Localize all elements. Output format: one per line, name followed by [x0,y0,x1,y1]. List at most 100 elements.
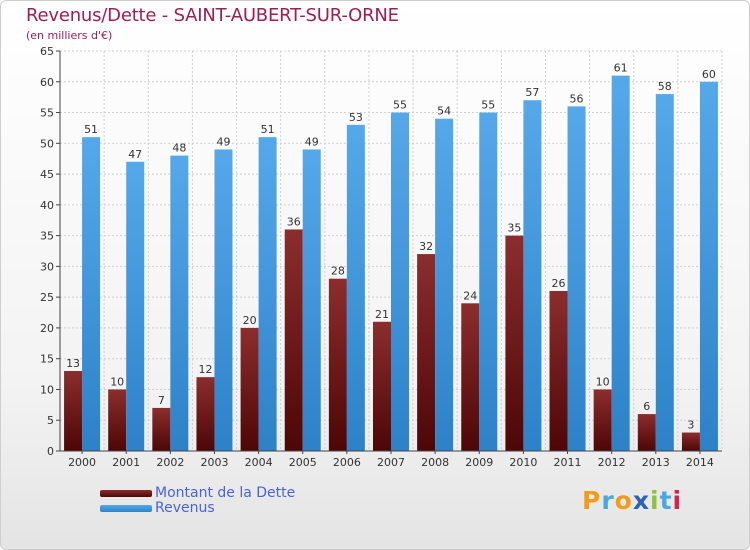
bar-dette [593,389,612,451]
bar-dette [196,377,215,451]
bar-dette [681,432,700,451]
chart-title: Revenus/Dette - SAINT-AUBERT-SUR-ORNE [26,5,399,26]
data-label: 10 [596,375,610,388]
bar-dette [328,278,347,451]
bar-dette [637,414,656,451]
legend-swatch-revenus [100,505,152,512]
data-label: 51 [261,123,275,136]
y-tick-label: 20 [40,322,54,335]
grid-lines [59,50,723,452]
bar-revenus [611,75,630,451]
y-tick-label: 65 [40,45,54,58]
x-tick-label: 2007 [377,456,405,469]
logo-letter: x [632,486,650,515]
data-label: 53 [349,111,363,124]
y-tick-label: 35 [40,230,54,243]
proxiti-logo: Proxiti [582,486,682,515]
x-tick-label: 2004 [245,456,273,469]
x-tick-label: 2001 [112,456,140,469]
y-tick-label: 45 [40,168,54,181]
data-label: 12 [198,363,212,376]
logo-letter: r [601,486,615,515]
bar-revenus [523,100,542,451]
x-tick-label: 2010 [509,456,537,469]
bar-dette [152,407,171,451]
data-label: 57 [525,86,539,99]
bar-dette [373,321,391,451]
y-tick-label: 15 [40,353,54,366]
bar-revenus [435,118,454,451]
data-label: 61 [614,62,628,75]
data-label: 3 [687,419,694,432]
bar-revenus [655,94,674,452]
bars [64,75,718,452]
data-label: 32 [419,240,433,253]
data-label: 56 [570,92,584,105]
data-label: 36 [287,215,301,228]
y-tick-label: 60 [40,76,54,89]
bar-revenus [214,149,233,451]
data-label: 26 [552,277,566,290]
data-label: 55 [481,99,495,112]
chart-subtitle: (en milliers d'€) [26,29,113,42]
x-tick-label: 2006 [333,456,361,469]
y-tick-label: 55 [40,107,54,120]
data-label: 13 [66,357,80,370]
data-label: 47 [128,148,142,161]
legend-label-dette: Montant de la Dette [155,485,296,501]
bar-dette [505,235,524,451]
logo-letter: t [659,486,673,515]
legend-swatch-dette [100,490,152,497]
y-tick-label: 40 [40,199,54,212]
bar-dette [108,389,127,451]
data-label: 10 [110,375,124,388]
y-tick-label: 25 [40,291,54,304]
bar-revenus [567,106,586,451]
data-label: 20 [243,314,257,327]
logo-letter: i [672,486,683,515]
data-label: 58 [658,80,672,93]
bar-revenus [258,137,277,451]
x-tick-label: 2009 [465,456,493,469]
x-tick-label: 2003 [200,456,228,469]
data-label: 7 [158,394,165,407]
logo-letter: o [614,486,633,515]
data-label: 21 [375,308,389,321]
bar-dette [461,303,480,451]
bar-dette [549,291,568,451]
bar-revenus [479,112,498,452]
data-label: 51 [84,123,98,136]
data-label: 49 [305,135,319,148]
bar-revenus [170,155,189,451]
x-tick-label: 2012 [598,456,626,469]
bar-revenus [346,124,365,451]
y-tick-label: 0 [47,445,54,458]
bar-revenus [82,137,101,451]
data-label: 54 [437,105,451,118]
axes: 0 5 10 15 20 25 30 35 40 45 50 55 60 65 2000 2001 2002 20… [40,45,722,469]
x-tick-label: 2014 [686,456,714,469]
x-tick-label: 2000 [68,456,96,469]
bar-dette [284,229,303,451]
data-label: 24 [463,289,477,302]
x-tick-label: 2008 [421,456,449,469]
bar-dette [64,371,83,451]
x-tick-label: 2013 [642,456,670,469]
x-tick-label: 2002 [156,456,184,469]
legend-label-revenus: Revenus [155,500,215,516]
y-tick-label: 5 [47,414,54,427]
data-label: 60 [702,68,716,81]
bar-dette [240,327,259,451]
data-label: 49 [216,135,230,148]
y-tick-label: 10 [40,383,54,396]
bar-revenus [302,149,321,451]
logo-letter: i [650,486,660,515]
bar-dette [417,254,436,451]
data-label: 28 [331,265,345,278]
data-label: 35 [507,222,521,235]
data-label: 48 [172,142,186,155]
bar-revenus [699,81,718,452]
data-label: 55 [393,99,407,112]
data-label: 6 [643,400,650,413]
